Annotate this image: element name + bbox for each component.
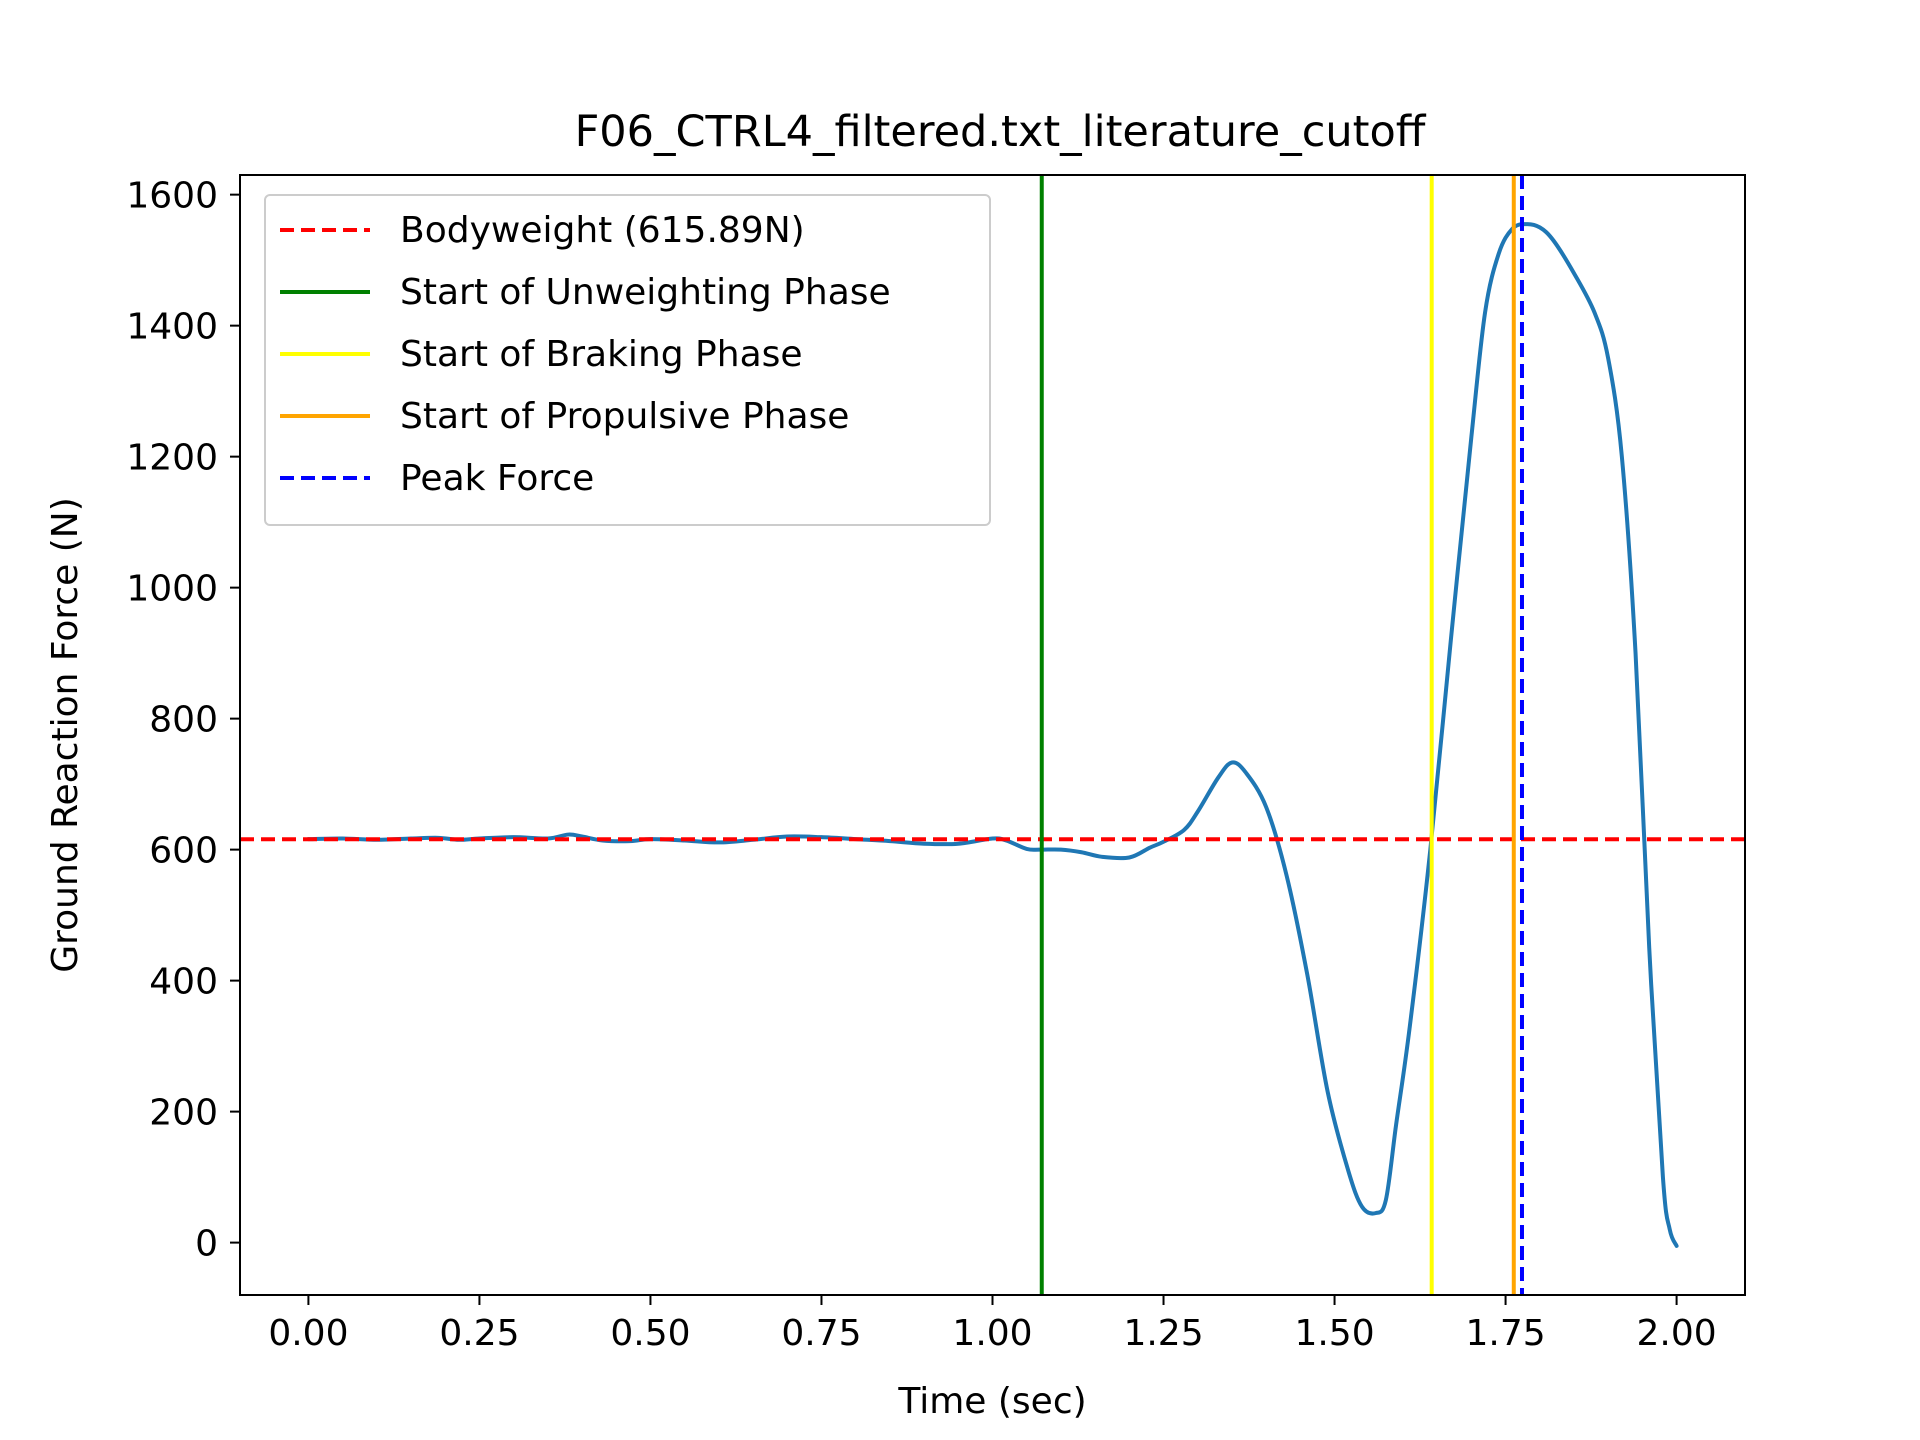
x-axis-label: Time (sec) — [897, 1381, 1086, 1422]
plot-area-frame — [239, 174, 1746, 1296]
y-tick-label: 1400 — [126, 307, 218, 348]
x-tick-label: 1.50 — [1294, 1313, 1374, 1354]
y-tick-label: 0 — [195, 1224, 218, 1265]
y-tick-label: 1000 — [126, 569, 218, 610]
x-tick-label: 0.50 — [610, 1313, 690, 1354]
y-tick-label: 1200 — [126, 438, 218, 479]
y-tick-label: 1600 — [126, 176, 218, 217]
legend-label: Start of Braking Phase — [400, 334, 803, 375]
y-tick-label: 800 — [149, 700, 218, 741]
x-tick-label: 2.00 — [1637, 1313, 1717, 1354]
y-axis-label: Ground Reaction Force (N) — [45, 497, 86, 973]
chart-title: F06_CTRL4_filtered.txt_literature_cutoff — [575, 107, 1427, 157]
x-tick-label: 0.75 — [781, 1313, 861, 1354]
legend-label: Peak Force — [400, 458, 594, 499]
x-axis-ticks: 0.00 0.25 0.50 0.75 1.00 1.25 1.50 1.75 2.00 — [268, 1295, 1717, 1354]
x-tick-label: 0.25 — [439, 1313, 519, 1354]
legend-label: Start of Propulsive Phase — [400, 396, 849, 437]
x-tick-label: 0.00 — [268, 1313, 348, 1354]
legend-box — [264, 194, 991, 526]
legend-label: Bodyweight (615.89N) — [400, 210, 805, 251]
legend: Bodyweight (615.89N) Start of Unweighting… — [264, 194, 991, 526]
x-tick-label: 1.25 — [1123, 1313, 1203, 1354]
y-axis-ticks: 0 200 400 600 800 1000 1200 1400 1600 — [126, 176, 240, 1265]
x-tick-label: 1.75 — [1465, 1313, 1545, 1354]
x-tick-label: 1.00 — [952, 1313, 1032, 1354]
plot-area — [240, 175, 1745, 1295]
y-tick-label: 400 — [149, 962, 218, 1003]
y-tick-label: 200 — [149, 1093, 218, 1134]
y-tick-label: 600 — [149, 831, 218, 872]
legend-label: Start of Unweighting Phase — [400, 272, 891, 313]
